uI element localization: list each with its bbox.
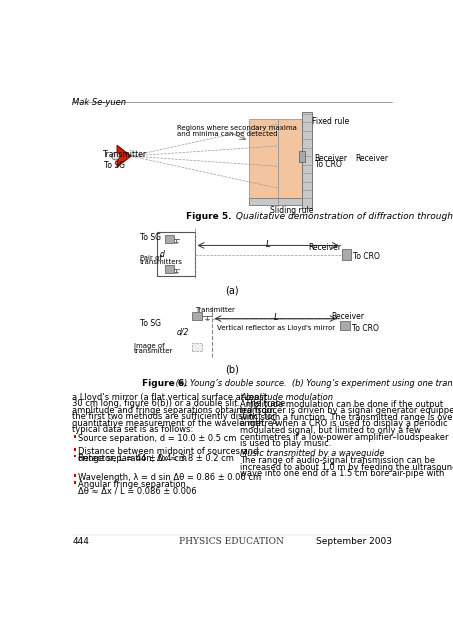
Text: Transmitter: Transmitter (195, 307, 235, 313)
Bar (157, 232, 195, 276)
Text: Receiver: Receiver (308, 243, 341, 252)
Text: the first two methods are sufficiently distinct for: the first two methods are sufficiently d… (72, 412, 276, 421)
Text: amplitude and fringe separations obtained from: amplitude and fringe separations obtaine… (72, 406, 275, 415)
Text: a Lloyd’s mirror (a flat vertical surface at least: a Lloyd’s mirror (a flat vertical surfac… (72, 392, 267, 401)
Text: Music transmitted by a waveguide: Music transmitted by a waveguide (240, 449, 385, 458)
Text: Pair of: Pair of (140, 255, 161, 260)
Bar (340, 321, 350, 330)
Bar (249, 119, 302, 204)
Bar (302, 112, 312, 209)
Text: September 2003: September 2003 (316, 537, 392, 547)
Text: Wavelength, λ = d sin Δθ = 0.86 ± 0.06 cm: Wavelength, λ = d sin Δθ = 0.86 ± 0.06 c… (78, 474, 261, 483)
Bar (249, 198, 302, 205)
Text: increased to about 1.0 m by feeding the ultrasound: increased to about 1.0 m by feeding the … (240, 463, 453, 472)
Text: Fixed rule: Fixed rule (313, 117, 350, 126)
Bar (192, 312, 202, 320)
Text: transducer is driven by a signal generator equipped: transducer is driven by a signal generat… (240, 406, 453, 415)
Text: To CRO: To CRO (352, 324, 379, 333)
Text: To SG: To SG (140, 233, 161, 242)
Text: (a) Young’s double source.  (b) Young’s experiment using one transmitter and a L: (a) Young’s double source. (b) Young’s e… (173, 379, 453, 388)
Bar (74, 448, 77, 451)
Text: Receiver: Receiver (355, 154, 388, 163)
Bar (299, 152, 305, 163)
Text: transmitters: transmitters (140, 259, 183, 266)
Text: Source separation, d = 10.0 ± 0.5 cm: Source separation, d = 10.0 ± 0.5 cm (78, 434, 237, 443)
Text: Qualitative demonstration of diffraction through a single slit.: Qualitative demonstration of diffraction… (233, 212, 453, 221)
Text: a metre when a CRO is used to display a periodic: a metre when a CRO is used to display a … (240, 419, 448, 428)
Text: Sliding rule: Sliding rule (270, 206, 313, 215)
Text: Amplitude modulation can be done if the output: Amplitude modulation can be done if the … (240, 400, 443, 409)
Text: L: L (266, 240, 270, 249)
Text: Receiver: Receiver (332, 312, 365, 321)
Text: 30 cm long, figure 6(b)) or a double slit.  The trace: 30 cm long, figure 6(b)) or a double sli… (72, 399, 285, 408)
Circle shape (111, 152, 120, 160)
Bar (165, 236, 174, 243)
Text: (a): (a) (225, 285, 239, 296)
Text: and minima can be detected: and minima can be detected (177, 131, 277, 137)
Bar (74, 481, 77, 484)
Text: 444: 444 (72, 537, 89, 547)
Text: centimetres if a low-power amplifier–loudspeaker: centimetres if a low-power amplifier–lou… (240, 433, 449, 442)
Bar (74, 435, 77, 438)
Text: Receiver: Receiver (315, 154, 348, 163)
Text: Mak Se-yuen: Mak Se-yuen (72, 99, 126, 108)
Text: modulated signal, but limited to only a few: modulated signal, but limited to only a … (240, 426, 421, 435)
Text: typical data set is as follows:: typical data set is as follows: (72, 425, 193, 434)
Text: Amplitude modulation: Amplitude modulation (240, 392, 333, 401)
Text: detector, L = 44 ± 0.4 cm: detector, L = 44 ± 0.4 cm (78, 454, 187, 463)
Text: Angular fringe separation,: Angular fringe separation, (78, 480, 189, 489)
Text: The range of audio-signal transmission can be: The range of audio-signal transmission c… (240, 456, 435, 465)
Bar (342, 249, 351, 260)
Bar (192, 343, 202, 351)
Text: Regions where secondary maxima: Regions where secondary maxima (177, 125, 297, 131)
Text: d: d (160, 250, 164, 259)
Text: Figure 5.: Figure 5. (186, 212, 232, 221)
Text: PHYSICS EDUCATION: PHYSICS EDUCATION (179, 537, 284, 547)
Bar (165, 266, 174, 273)
Text: Figure 6.: Figure 6. (142, 379, 188, 388)
Text: (b): (b) (225, 365, 239, 375)
Text: Vertical reflector as Lloyd's mirror: Vertical reflector as Lloyd's mirror (217, 324, 335, 331)
Text: To CRO: To CRO (315, 160, 342, 169)
Text: Distance between midpoint of sources and: Distance between midpoint of sources and (78, 447, 259, 456)
Text: Image of: Image of (134, 343, 165, 349)
Text: wave into one end of a 1.5 cm bore air-pipe with: wave into one end of a 1.5 cm bore air-p… (240, 469, 445, 478)
Text: L: L (274, 313, 278, 322)
Text: d/2: d/2 (177, 328, 189, 337)
Text: Fringe separation, Δx ≈ 3.8 ± 0.2 cm: Fringe separation, Δx ≈ 3.8 ± 0.2 cm (78, 454, 234, 463)
Text: To SG: To SG (140, 319, 161, 328)
Text: transmitter: transmitter (134, 348, 173, 354)
Text: quantitative measurement of the wavelength.  A: quantitative measurement of the waveleng… (72, 419, 278, 428)
Text: is used to play music.: is used to play music. (240, 439, 332, 448)
Bar (74, 454, 77, 458)
Bar (74, 474, 77, 477)
Polygon shape (117, 145, 131, 167)
Text: with such a function. The transmitted range is over: with such a function. The transmitted ra… (240, 413, 453, 422)
Text: Δθ ≈ Δx / L = 0.086 ± 0.006: Δθ ≈ Δx / L = 0.086 ± 0.006 (78, 486, 197, 495)
Text: To CRO: To CRO (353, 252, 381, 261)
Text: To SG: To SG (104, 161, 125, 170)
Text: Transmitter: Transmitter (103, 150, 147, 159)
